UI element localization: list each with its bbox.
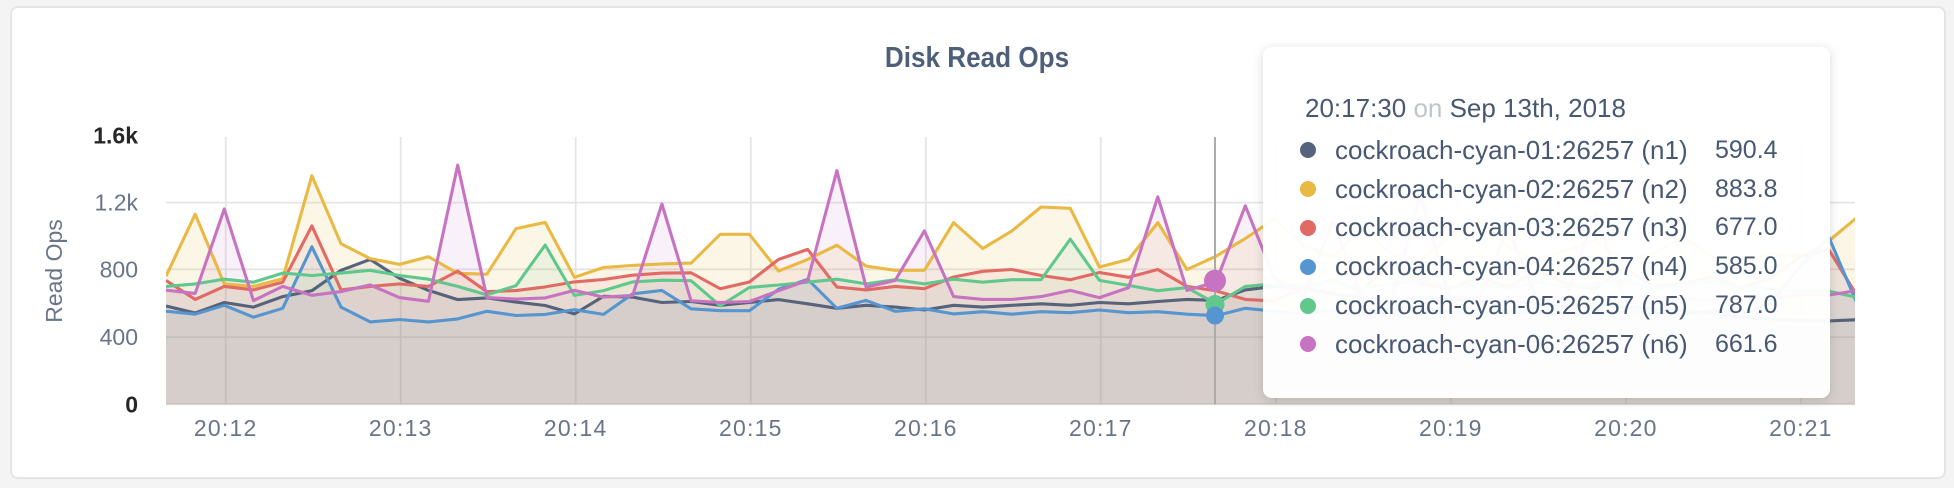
svg-text:20:14: 20:14	[544, 415, 608, 441]
svg-text:1.6k: 1.6k	[93, 122, 138, 148]
svg-text:20:21: 20:21	[1769, 415, 1833, 441]
svg-text:20:12: 20:12	[194, 415, 258, 441]
svg-text:Read Ops: Read Ops	[41, 219, 67, 323]
svg-text:20:20: 20:20	[1594, 415, 1658, 441]
svg-text:1.2k: 1.2k	[95, 190, 139, 216]
svg-text:20:18: 20:18	[1244, 415, 1308, 441]
svg-text:20:13: 20:13	[369, 415, 433, 441]
svg-text:800: 800	[100, 256, 138, 282]
svg-text:0: 0	[125, 391, 138, 417]
svg-text:20:19: 20:19	[1419, 415, 1483, 441]
svg-text:400: 400	[100, 324, 138, 350]
svg-text:20:16: 20:16	[894, 415, 958, 441]
svg-text:20:15: 20:15	[719, 415, 783, 441]
svg-text:20:17: 20:17	[1069, 415, 1133, 441]
